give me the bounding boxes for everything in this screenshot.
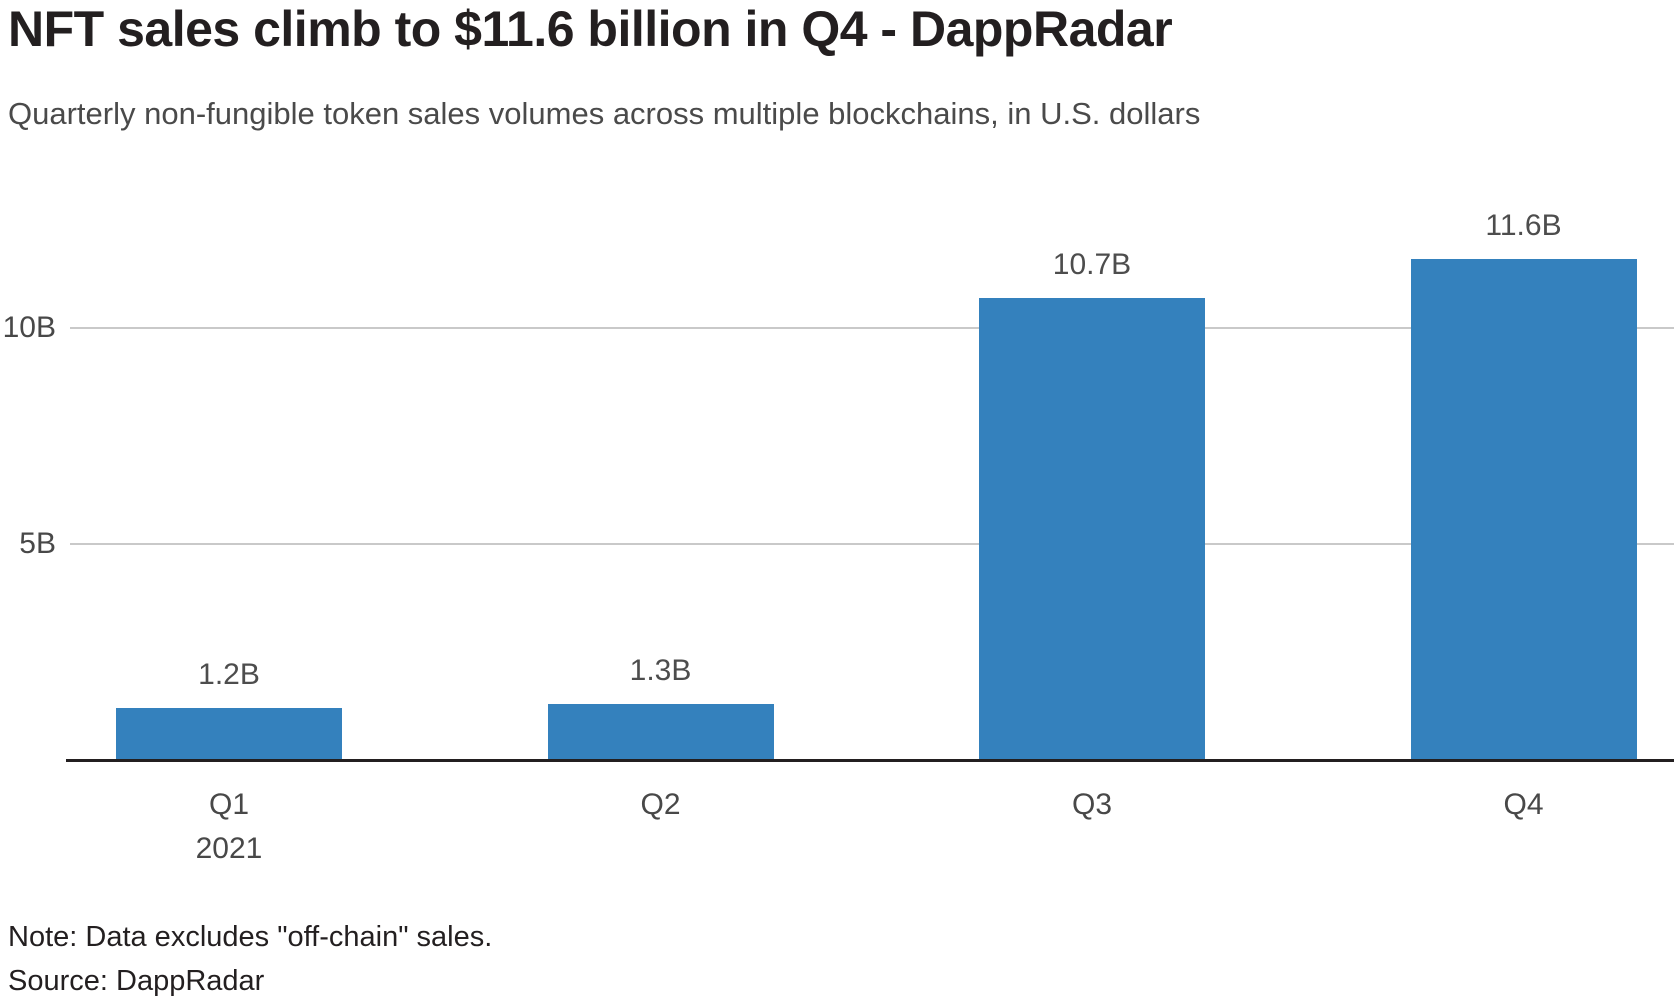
x-axis-label-q3: Q3 [1071, 788, 1113, 821]
bar-q4 [1410, 258, 1637, 760]
bar-value-label-q2: 1.3B [629, 653, 692, 687]
bar-value-label-q4: 11.6B [1485, 208, 1562, 242]
chart-note: Note: Data excludes "off-chain" sales. [8, 921, 493, 953]
x-axis-line [66, 759, 1674, 762]
y-axis-label-5b: 5B [19, 527, 56, 560]
bar-value-label-q1: 1.2B [198, 658, 260, 692]
bar-q3 [979, 297, 1205, 760]
bar-q2 [547, 703, 774, 760]
chart-subtitle: Quarterly non-fungible token sales volum… [8, 96, 1201, 131]
x-axis-label-q2: Q2 [640, 788, 681, 821]
bar-value-label-q3: 10.7B [1052, 247, 1132, 281]
x-axis-label-q1: Q1 [208, 788, 250, 821]
chart-source: Source: DappRadar [8, 965, 265, 997]
gridline-5b [70, 543, 1674, 545]
x-axis-label-q4: Q4 [1503, 788, 1544, 821]
bar-q1 [116, 708, 342, 760]
x-axis-year-label: 2021 [195, 832, 263, 865]
y-axis-label-10b: 10B [2, 311, 56, 344]
chart-title: NFT sales climb to $11.6 billion in Q4 -… [8, 1, 1173, 57]
gridline-10b [70, 327, 1674, 329]
